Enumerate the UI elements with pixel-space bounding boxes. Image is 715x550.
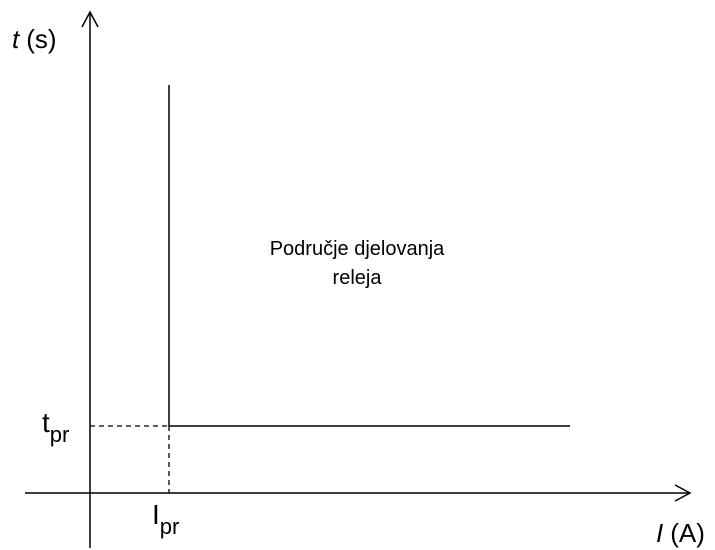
x-axis-arrow (674, 484, 692, 502)
region-label-line: Područje djelovanja (270, 238, 445, 260)
i-pr-subscript: pr (160, 514, 180, 539)
region-label-line: releja (333, 267, 383, 289)
t-pr-symbol: t (42, 407, 50, 438)
y-axis-symbol: t (12, 24, 21, 54)
i-pr-label: Ipr (152, 499, 179, 539)
t-pr-subscript: pr (50, 422, 70, 447)
x-axis-symbol: I (656, 518, 663, 548)
x-axis-unit: (A) (670, 518, 705, 548)
y-axis-unit: (s) (26, 24, 56, 54)
y-axis-arrow (81, 10, 99, 28)
i-pr-symbol: I (152, 499, 160, 530)
x-axis-label: I (A) (656, 518, 705, 548)
t-pr-label: tpr (42, 407, 69, 447)
y-axis-label: t (s) (12, 24, 57, 54)
